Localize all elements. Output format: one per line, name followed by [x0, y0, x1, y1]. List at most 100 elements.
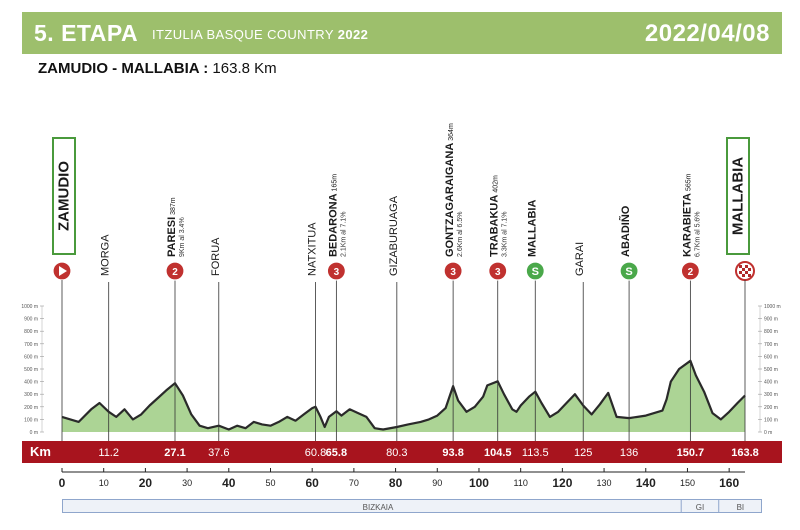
sprint-badge	[525, 261, 545, 281]
badge-label: 3	[495, 267, 501, 278]
badge-label: S	[625, 266, 632, 278]
y-tick-label-left: 300 m	[24, 392, 38, 398]
x-tick-label: 60	[306, 476, 320, 490]
x-tick-label: 90	[432, 478, 442, 488]
point-elevation: 402m	[493, 175, 500, 193]
race-name: ITZULIA BASQUE COUNTRY 2022	[152, 27, 368, 42]
finish-box: MALLABIA	[726, 137, 750, 255]
race-year: 2022	[337, 27, 369, 42]
y-tick-label-left: 200 m	[24, 405, 38, 411]
y-tick-label-left: 800 m	[24, 329, 38, 335]
region-label: BIZKAIA	[363, 503, 394, 512]
route-line: ZAMUDIO - MALLABIA : 163.8 Km	[38, 60, 277, 77]
point-name-text: PARESI	[166, 217, 178, 257]
y-tick-label-right: 0 m	[764, 430, 772, 436]
finish-flag-icon	[748, 274, 751, 277]
climb-category-badge	[443, 261, 463, 281]
climb-detail: 2.1Km al 7.1%	[340, 211, 347, 257]
race-title: ITZULIA BASQUE COUNTRY	[152, 27, 334, 42]
climb-detail: 9Km al 3.4%	[179, 217, 186, 257]
y-tick-label-right: 800 m	[764, 329, 778, 335]
point-name: KARABIETA 565m	[681, 173, 693, 257]
y-tick-label-left: 1000 m	[21, 304, 38, 310]
point-name: GIZABURUAGA	[388, 195, 400, 276]
stage-header: 5. ETAPA ITZULIA BASQUE COUNTRY 2022 202…	[22, 12, 782, 54]
climb-category-badge	[326, 261, 346, 281]
point-name: PARESI 387m	[166, 197, 178, 257]
stage-date: 2022/04/08	[644, 20, 770, 47]
km-marker-label: 113.5	[522, 447, 549, 459]
stage-number: 5. ETAPA	[34, 20, 139, 46]
km-marker-label: 150.7	[677, 447, 705, 459]
x-tick-label: 50	[265, 478, 275, 488]
y-tick-label-right: 100 m	[764, 417, 778, 423]
start-play-icon	[59, 266, 67, 276]
finish-flag-icon	[748, 268, 751, 271]
point-name-text: GARAI	[574, 242, 586, 276]
point-name-text: FORUA	[210, 237, 222, 276]
x-tick-label: 140	[636, 476, 656, 490]
x-tick-label: 40	[222, 476, 236, 490]
point-name: GARAI	[574, 242, 586, 276]
km-bar: Km	[22, 441, 782, 463]
y-tick-label-right: 200 m	[764, 405, 778, 411]
km-marker-label: 37.6	[208, 447, 229, 459]
point-elevation: 165m	[331, 174, 338, 192]
profile-line	[61, 359, 746, 431]
y-tick-label-left: 400 m	[24, 380, 38, 386]
point-name: GONTZAGARAIGANA 364m	[444, 123, 456, 257]
point-name: MALLABIA	[526, 200, 538, 257]
x-tick-label: 160	[719, 476, 739, 490]
badge-label: 2	[688, 267, 694, 278]
point-name-text: MALLABIA	[526, 200, 538, 257]
x-tick-label: 150	[680, 478, 695, 488]
badge-label: 2	[172, 267, 178, 278]
y-tick-label-right: 600 m	[764, 354, 778, 360]
point-name-text: BEDARONA	[327, 193, 339, 257]
point-name-text: GIZABURUAGA	[388, 195, 400, 276]
finish-flag-icon	[742, 268, 745, 271]
x-tick-label: 70	[349, 478, 359, 488]
km-marker-label: 80.3	[386, 447, 407, 459]
y-tick-label-left: 0 m	[30, 430, 38, 436]
km-marker-label: 65.8	[326, 447, 347, 459]
point-name-text: GONTZAGARAIGANA	[444, 143, 456, 257]
point-elevation: 565m	[685, 173, 692, 191]
y-tick-label-left: 500 m	[24, 367, 38, 373]
start-box: ZAMUDIO	[52, 137, 76, 255]
km-marker-label: 11.2	[98, 447, 119, 459]
point-name: MORGA	[100, 234, 112, 276]
x-tick-label: 110	[513, 478, 527, 488]
finish-flag-icon	[745, 265, 748, 268]
point-name-text: TRABAKUA	[489, 195, 501, 257]
route-distance: 163.8 Km	[212, 60, 277, 77]
y-tick-label-left: 700 m	[24, 342, 38, 348]
sprint-badge	[619, 261, 639, 281]
finish-flag-icon	[739, 271, 742, 274]
climb-category-badge	[165, 261, 185, 281]
x-tick-label: 130	[597, 478, 612, 488]
climb-detail: 6.7Km al 5.6%	[694, 211, 701, 257]
point-name: TRABAKUA 402m	[489, 175, 501, 257]
climb-detail: 2.6Km al 6.5%	[457, 211, 464, 257]
y-tick-label-right: 700 m	[764, 342, 778, 348]
km-marker-label: 93.8	[442, 447, 463, 459]
km-marker-label: 60.8	[305, 447, 326, 459]
y-tick-label-right: 1000 m	[764, 304, 781, 310]
point-name: NATXITUA	[307, 222, 319, 276]
y-tick-label-right: 400 m	[764, 380, 778, 386]
badge-label: S	[532, 266, 539, 278]
km-marker-label: 27.1	[164, 447, 185, 459]
badge-label: 3	[450, 267, 456, 278]
x-tick-label: 120	[552, 476, 572, 490]
y-tick-label-left: 900 m	[24, 317, 38, 323]
climb-category-badge	[488, 261, 508, 281]
km-marker-label: 163.8	[731, 447, 759, 459]
route-cities: ZAMUDIO - MALLABIA :	[38, 60, 209, 77]
km-marker-label: 104.5	[484, 447, 512, 459]
finish-flag-icon	[742, 274, 745, 277]
point-name: ABADIÑO	[619, 205, 632, 257]
x-tick-label: 80	[389, 476, 403, 490]
y-tick-label-right: 500 m	[764, 367, 778, 373]
